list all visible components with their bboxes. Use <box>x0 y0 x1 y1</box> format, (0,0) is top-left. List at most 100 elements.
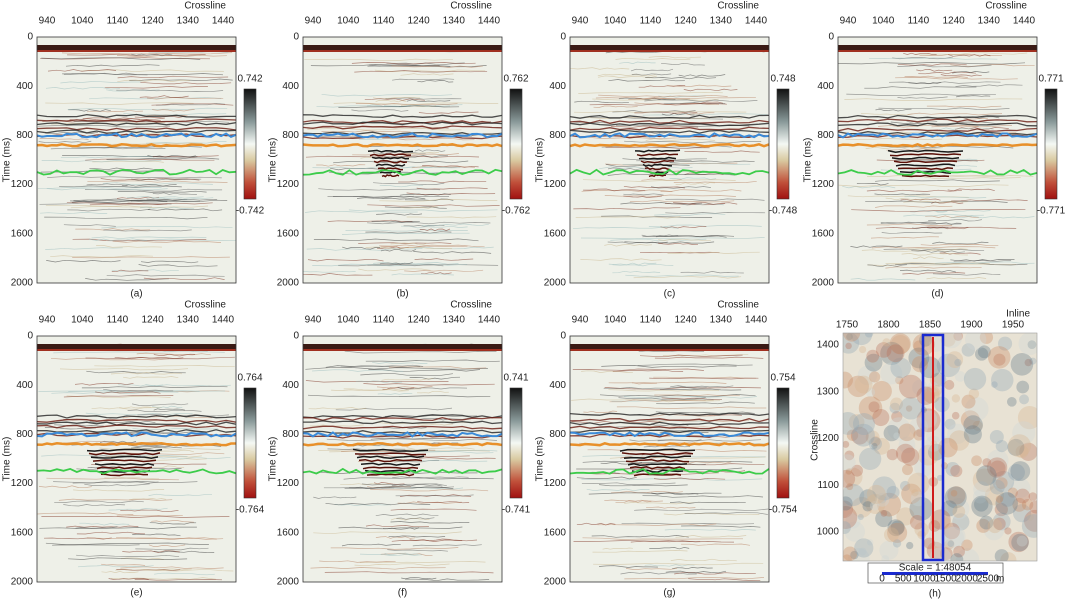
reflector <box>618 397 706 400</box>
reflector <box>340 364 424 368</box>
reflector <box>304 210 418 213</box>
reflector <box>382 527 420 530</box>
plot-frame <box>569 335 770 583</box>
y-tick-label: 400 <box>16 81 33 92</box>
reflector <box>45 542 209 546</box>
reflector <box>413 251 492 254</box>
reflector <box>358 450 494 454</box>
reflector <box>112 240 222 243</box>
x-tick-label: 1040 <box>604 315 627 326</box>
x-tick-label: 940 <box>305 315 322 326</box>
reflector <box>419 228 451 232</box>
reflector <box>920 243 999 247</box>
reflector <box>325 502 431 506</box>
reflector <box>91 407 162 410</box>
map-blob <box>952 505 966 518</box>
reflector <box>582 460 753 463</box>
reflector <box>373 182 445 185</box>
reflector <box>333 102 499 105</box>
reflector <box>641 234 679 237</box>
y-tick-label: 800 <box>282 429 299 440</box>
horizon-blue <box>36 431 237 438</box>
reflector <box>365 231 452 234</box>
reflector <box>338 105 460 108</box>
reflector <box>309 424 364 427</box>
colorbar <box>509 387 523 499</box>
reflector <box>683 88 738 92</box>
reflector <box>391 65 483 68</box>
reflector <box>37 512 134 516</box>
reflector <box>39 138 89 141</box>
horizon-orange <box>302 143 503 148</box>
reflector <box>125 458 207 461</box>
reflector <box>86 183 128 186</box>
seismic-panel <box>302 335 503 583</box>
reflector <box>139 206 195 210</box>
reflector <box>305 367 488 370</box>
reflector <box>375 513 439 517</box>
map-blob <box>1007 487 1018 498</box>
anomaly <box>375 163 406 167</box>
reflector <box>924 176 1021 179</box>
map-blob <box>919 356 941 379</box>
map-x-tick-label: 1950 <box>1002 320 1025 331</box>
colorbar-min: -0.748 <box>769 206 798 217</box>
map-blob <box>991 368 1014 392</box>
reflector <box>670 558 737 562</box>
y-tick-label: 400 <box>549 81 566 92</box>
reflector <box>948 54 991 57</box>
reflector <box>130 446 182 449</box>
seismic-panel <box>837 36 1038 284</box>
reflector <box>61 52 233 55</box>
y-tick-label: 800 <box>549 130 566 141</box>
y-tick-label: 800 <box>16 429 33 440</box>
reflector <box>842 185 896 189</box>
map-blob <box>878 495 887 504</box>
reflector <box>396 517 435 520</box>
map-blob <box>971 495 993 517</box>
reflector <box>598 94 728 98</box>
reflector <box>580 258 662 261</box>
reflector <box>885 197 929 201</box>
map-blob <box>944 539 955 550</box>
map-blob <box>843 469 856 488</box>
x-tick-label: 1140 <box>107 16 129 27</box>
map-blob <box>971 455 982 467</box>
map-blob <box>884 527 899 543</box>
reflector <box>645 138 716 141</box>
reflector <box>634 111 698 114</box>
map-blob <box>857 365 878 386</box>
reflector <box>360 373 453 376</box>
map-blob <box>973 481 990 498</box>
panel-label: (g) <box>663 588 675 599</box>
x-tick-label: 1140 <box>640 315 662 326</box>
reflector <box>620 456 662 459</box>
map-blob <box>953 333 964 341</box>
map-blob <box>872 409 890 427</box>
reflector <box>85 158 215 161</box>
reflector <box>41 454 188 457</box>
reflector <box>609 399 706 403</box>
map-blob <box>870 436 881 447</box>
colorbar-min: -0.741 <box>502 505 531 516</box>
map-blob <box>1007 464 1025 482</box>
reflector <box>352 153 459 156</box>
map-blob <box>924 539 932 548</box>
reflector <box>53 351 225 354</box>
horizon-blue <box>569 431 770 438</box>
x-tick-label: 1040 <box>71 315 94 326</box>
top-band-red <box>570 50 769 52</box>
reflector <box>376 386 433 389</box>
x-axis-title: Crossline <box>450 300 492 311</box>
reflector <box>897 96 948 99</box>
colorbar-min: -0.742 <box>236 206 265 217</box>
reflector <box>643 445 691 448</box>
anomaly <box>366 473 415 477</box>
map-blob <box>1008 531 1029 553</box>
map-blob <box>875 492 890 507</box>
seismic-panel <box>569 335 770 583</box>
x-tick-label: 940 <box>840 16 857 27</box>
reflector <box>384 552 419 555</box>
reflector <box>669 160 755 163</box>
plot-frame <box>302 335 503 583</box>
